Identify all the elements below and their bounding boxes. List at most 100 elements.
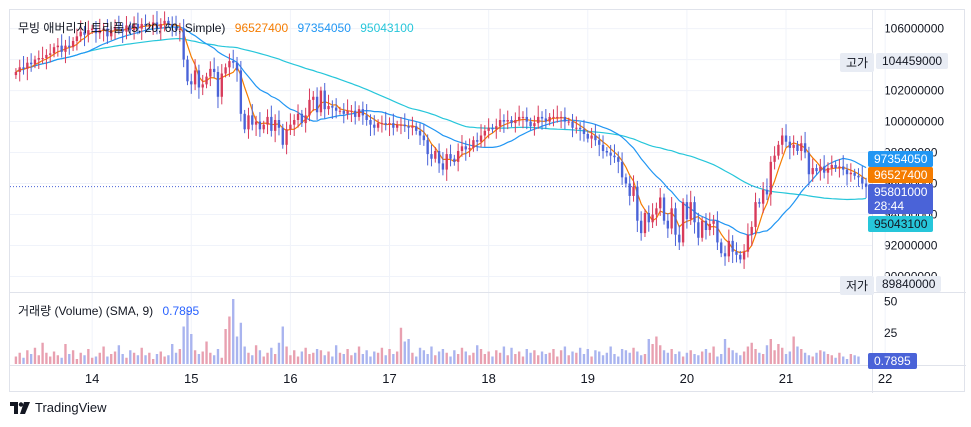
candle-body: [239, 70, 243, 114]
volume-bar: [361, 354, 365, 364]
volume-bar: [52, 351, 56, 364]
volume-bar: [613, 354, 616, 364]
volume-bar: [700, 351, 704, 364]
candle-body: [727, 240, 731, 257]
chart-frame[interactable]: 1060000001040000001020000001000000009800…: [9, 9, 966, 393]
ma60-value: 95043100: [360, 21, 414, 35]
volume-bar: [56, 355, 60, 364]
candle-body: [350, 110, 353, 112]
volume-bar: [502, 346, 506, 364]
volume-bar: [483, 354, 487, 364]
candle-body: [861, 177, 864, 184]
candle-body: [700, 220, 704, 238]
volume-bar: [327, 351, 330, 364]
volume-bar: [464, 351, 467, 364]
volume-bar: [87, 349, 90, 364]
candle-body: [441, 163, 445, 170]
candle-body: [689, 202, 692, 220]
volume-bar: [792, 336, 795, 364]
candle-body: [712, 220, 715, 224]
candle-body: [224, 67, 227, 74]
candle-body: [64, 45, 67, 52]
volume-bar: [449, 356, 452, 364]
volume-bar: [354, 352, 357, 364]
volume-bar: [571, 351, 574, 364]
candle-body: [281, 127, 284, 145]
candle-body: [171, 23, 174, 28]
volume-bar: [171, 344, 174, 364]
volume-bar: [338, 352, 342, 364]
chart-canvas[interactable]: 1060000001040000001020000001000000009800…: [10, 10, 966, 393]
candle-body: [205, 76, 208, 85]
candle-body: [864, 183, 868, 187]
candle-body: [697, 222, 700, 238]
candle-body: [392, 123, 395, 128]
price-tick-label: 102000000: [884, 84, 944, 98]
volume-bar: [110, 354, 113, 364]
candle-body: [174, 27, 178, 31]
ma5-axis-tag: 96527400: [868, 167, 934, 183]
candle-body: [190, 81, 193, 85]
candle-body: [388, 123, 391, 125]
candle-body: [578, 127, 582, 130]
volume-bar: [453, 350, 456, 364]
candle-body: [144, 23, 147, 26]
volume-axis-tag: 0.7895: [868, 353, 917, 369]
candle-body: [796, 144, 799, 151]
tradingview-brand[interactable]: TradingView: [10, 400, 107, 415]
candle-body: [666, 220, 670, 229]
candle-body: [369, 120, 372, 125]
candle-body: [373, 124, 376, 128]
candle-body: [449, 154, 452, 159]
candle-body: [537, 116, 540, 124]
candle-body: [18, 67, 21, 72]
candle-body: [415, 126, 418, 131]
volume-bar: [693, 354, 696, 364]
volume-bar: [537, 355, 540, 364]
volume-bar: [418, 347, 422, 364]
volume-bar: [224, 329, 227, 364]
candle-body: [735, 251, 738, 255]
volume-bar: [388, 349, 391, 364]
volume-bar: [163, 356, 166, 364]
candle-body: [605, 151, 609, 153]
volume-bar: [60, 357, 63, 364]
volume-bar: [697, 355, 700, 364]
ma20-axis-tag: 97354050: [868, 151, 934, 167]
low-value-tag: 89840000: [876, 276, 942, 292]
candle-body: [479, 135, 483, 142]
candle-body: [746, 234, 750, 252]
volume-bar: [746, 346, 750, 364]
time-tick-label: 18: [481, 371, 495, 386]
candle-body: [94, 28, 98, 34]
volume-bar: [578, 347, 582, 364]
candle-body: [620, 161, 624, 178]
countdown-timer: 28:44: [874, 199, 905, 213]
volume-bar: [723, 339, 727, 364]
candle-body: [52, 47, 56, 54]
volume-bar: [472, 352, 475, 364]
volume-bar: [209, 352, 212, 364]
candle-body: [212, 68, 216, 72]
volume-bar: [49, 356, 52, 364]
candle-body: [590, 135, 593, 139]
candle-body: [254, 121, 258, 125]
candle-body: [331, 106, 334, 108]
candle-body: [132, 23, 136, 31]
candle-body: [826, 168, 830, 173]
volume-bar: [151, 359, 155, 364]
candle-body: [140, 23, 143, 29]
volume-bar: [14, 356, 18, 364]
candle-body: [788, 141, 792, 148]
candle-body: [544, 118, 548, 122]
volume-bar: [777, 344, 780, 364]
candle-body: [674, 208, 677, 235]
volume-bar: [552, 349, 555, 364]
candle-body: [456, 151, 460, 162]
volume-bar: [121, 354, 124, 364]
volume-bar: [373, 351, 376, 364]
time-tick-label: 14: [85, 371, 99, 386]
volume-bar: [148, 352, 151, 364]
volume-bar: [826, 354, 830, 364]
volume-bar: [312, 352, 315, 364]
